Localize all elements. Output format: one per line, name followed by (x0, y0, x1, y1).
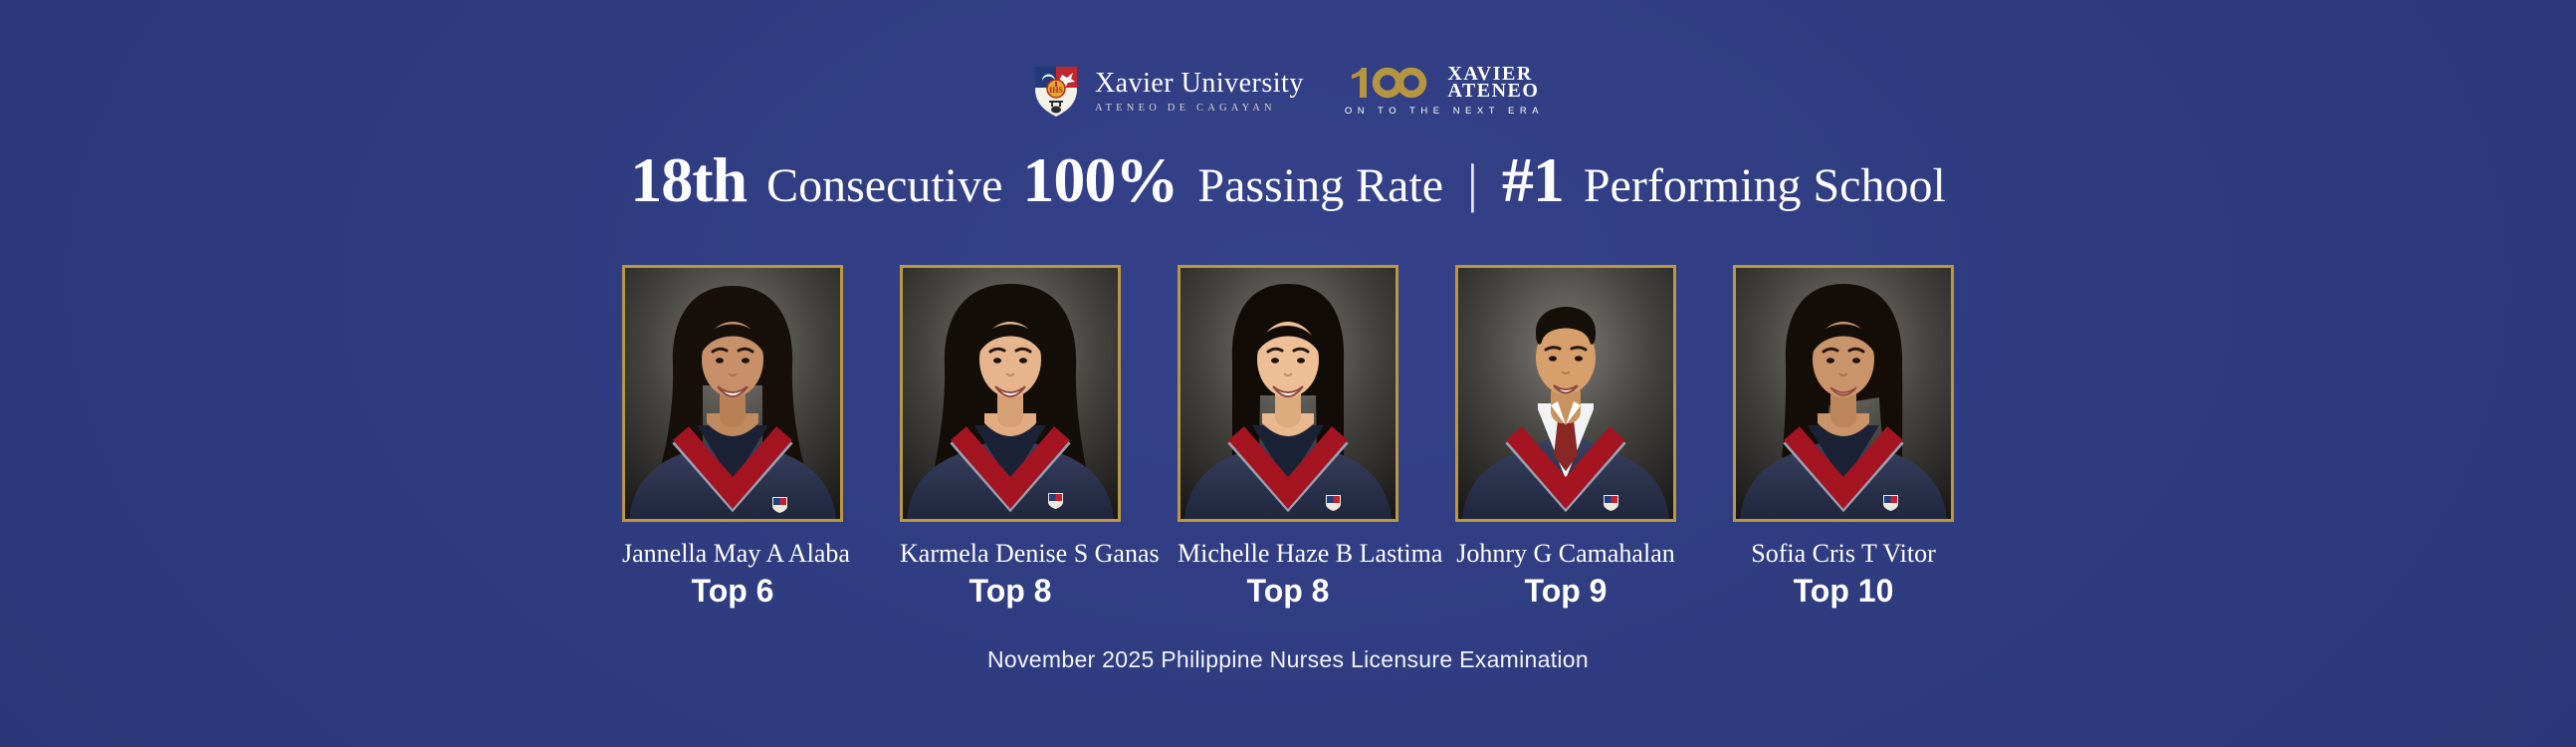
headline-part-performing-school: Performing School (1583, 159, 1946, 212)
topnotcher-card: Johnry G Camahalan Top 9 (1455, 265, 1676, 610)
topnotcher-rank: Top 10 (1793, 573, 1894, 609)
topnotcher-rank: Top 8 (1246, 573, 1330, 609)
portrait-photo (1458, 268, 1673, 519)
portrait-photo (903, 268, 1118, 519)
university-wordmark: Xavier University ATENEO DE CAGAYAN (1094, 67, 1304, 114)
centennial-line2: ATENEO (1447, 80, 1540, 102)
topnotcher-card: Michelle Haze B Lastima Top 8 (1178, 265, 1443, 610)
centennial-100-icon (1352, 67, 1427, 99)
topnotcher-rank: Top 8 (968, 573, 1052, 609)
headline-part-18th: 18th (630, 144, 748, 215)
photo-frame (1178, 265, 1398, 522)
topnotcher-rank: Top 6 (691, 573, 774, 609)
topnotcher-card: Jannella May A Alaba Top 6 (622, 265, 850, 610)
topnotcher-name: Jannella May A Alaba (622, 539, 850, 568)
topnotchers-row: Jannella May A Alaba Top 6 (0, 265, 2576, 610)
centennial-line1: XAVIER (1447, 62, 1533, 85)
photo-frame (1455, 265, 1676, 522)
logo-row: IHS Xavier University ATENEO DE CAGAYAN … (0, 64, 2576, 118)
university-name: Xavier University (1094, 67, 1304, 99)
centennial-logo: XAVIER ATENEO ON TO THE NEXT ERA (1344, 62, 1545, 117)
xu-crest-icon: IHS (1034, 67, 1077, 117)
topnotcher-name: Michelle Haze B Lastima (1178, 539, 1443, 568)
photo-frame (622, 265, 843, 522)
portrait-photo (1181, 268, 1395, 519)
topnotcher-card: Sofia Cris T Vitor Top 10 (1733, 265, 1954, 610)
svg-text:IHS: IHS (1049, 86, 1063, 95)
headline-part-consecutive: Consecutive (766, 159, 1003, 212)
topnotcher-rank: Top 9 (1524, 573, 1608, 609)
topnotcher-name: Sofia Cris T Vitor (1751, 539, 1936, 568)
centennial-tagline: ON TO THE NEXT ERA (1344, 105, 1545, 117)
photo-frame (1733, 265, 1954, 522)
topnotcher-card: Karmela Denise S Ganas Top 8 (900, 265, 1160, 610)
topnotcher-name: Johnry G Camahalan (1456, 539, 1675, 568)
topnotcher-name: Karmela Denise S Ganas (900, 539, 1160, 568)
portrait-photo (1736, 268, 1951, 519)
photo-frame (900, 265, 1121, 522)
portrait-photo (625, 268, 840, 519)
centennial-logo-top: XAVIER ATENEO (1349, 62, 1540, 102)
headline: 18th Consecutive 100% Passing Rate | #1 … (0, 143, 2576, 217)
headline-part-no1: #1 (1501, 144, 1565, 215)
headline-part-passing-rate: Passing Rate (1197, 159, 1444, 212)
centennial-wordmark: XAVIER ATENEO (1447, 62, 1540, 102)
exam-caption: November 2025 Philippine Nurses Licensur… (987, 646, 1589, 672)
headline-part-100pct: 100% (1022, 144, 1179, 215)
headline-divider: | (1467, 153, 1478, 213)
university-subtitle: ATENEO DE CAGAYAN (1094, 102, 1276, 114)
